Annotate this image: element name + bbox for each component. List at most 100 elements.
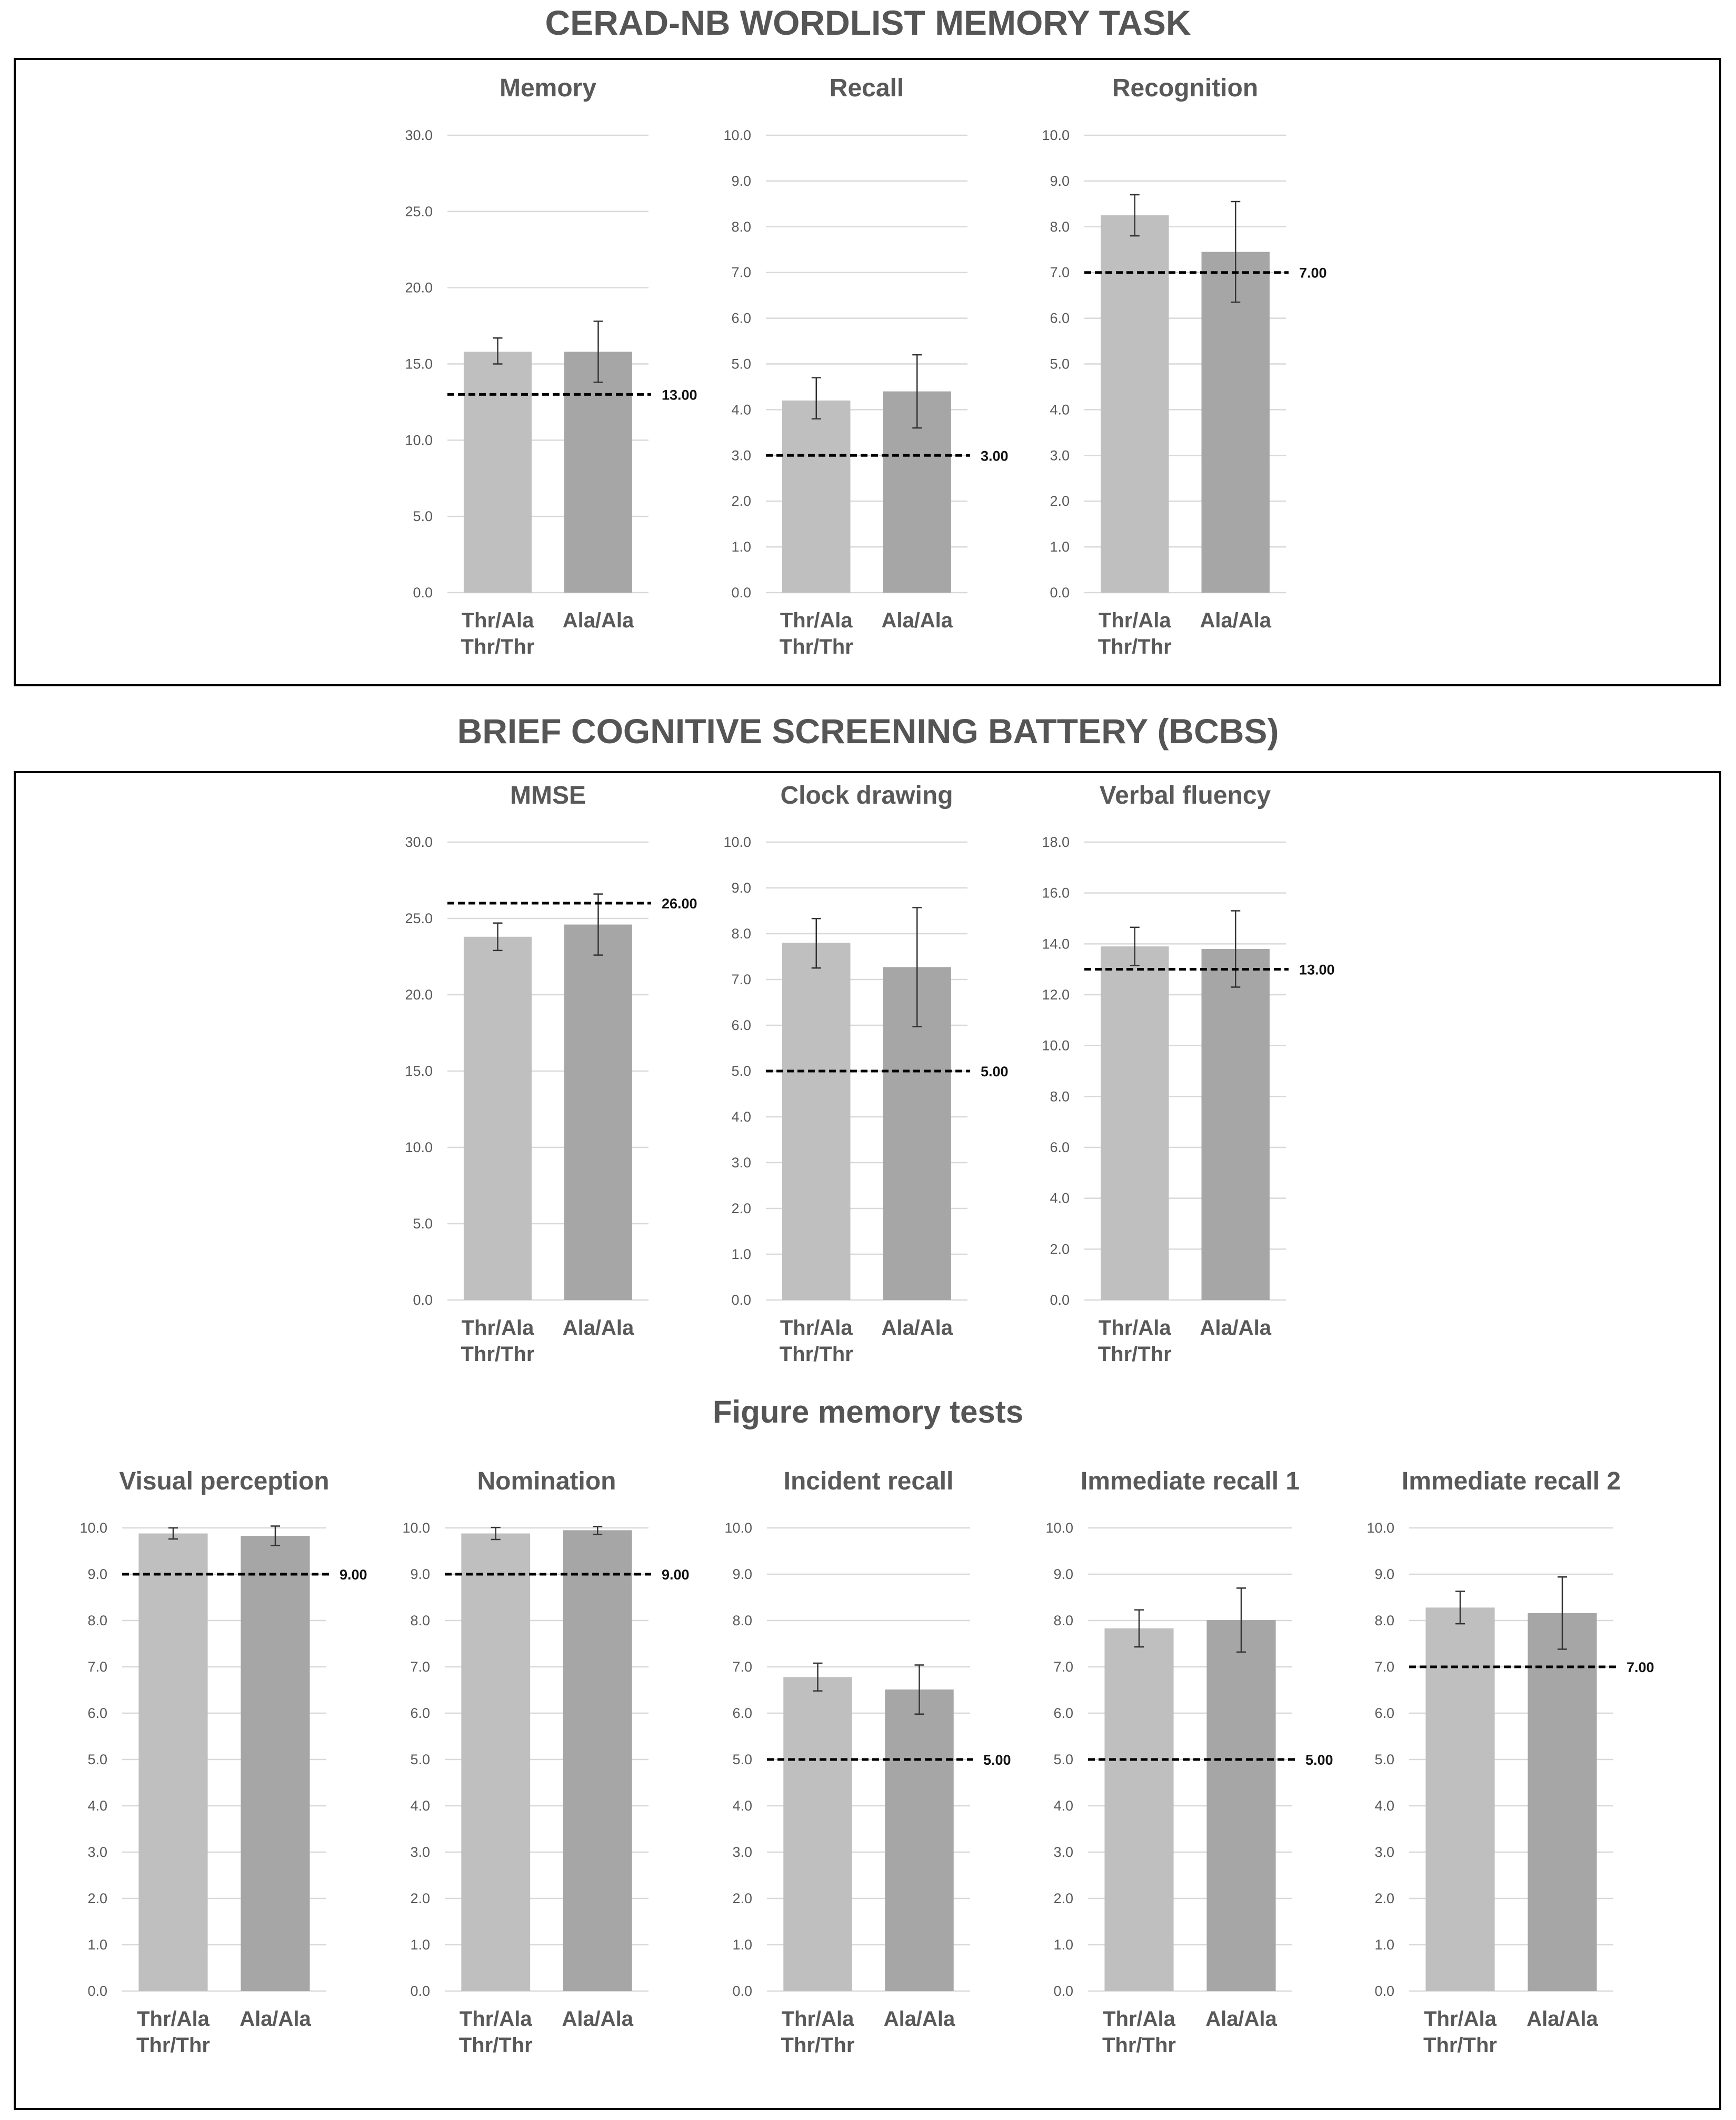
- y-tick-label: 0.0: [732, 1983, 752, 1999]
- y-tick-label: 6.0: [1374, 1705, 1394, 1721]
- y-tick-label: 4.0: [1053, 1798, 1073, 1814]
- y-tick-label: 8.0: [1050, 1088, 1070, 1104]
- y-tick-label: 3.0: [731, 1155, 751, 1171]
- y-tick-label: 9.0: [732, 1566, 752, 1582]
- y-tick-label: 8.0: [87, 1613, 107, 1628]
- chart-incident: Incident recall 0.0 1.0 2.0 3.0 4.0 5.0 6.0 7.0 8…: [724, 1467, 1011, 2057]
- x-category-label: Ala/Ala: [881, 609, 953, 632]
- bar-2: [1201, 252, 1270, 593]
- x-category-label: Thr/Thr: [780, 1343, 853, 1366]
- y-tick-label: 0.0: [1050, 1292, 1070, 1308]
- x-category-label: Ala/Ala: [240, 2007, 311, 2031]
- chart-mmse: MMSE 0.0 5.0 10.0 15.0 20.0 25.0 30.0 26.00 Thr/A…: [405, 782, 697, 1366]
- x-category-label: Ala/Ala: [563, 609, 634, 632]
- y-tick-label: 3.0: [1050, 447, 1070, 463]
- y-tick-label: 10.0: [724, 1520, 752, 1536]
- y-tick-label: 4.0: [1374, 1798, 1394, 1814]
- y-tick-label: 0.0: [1050, 585, 1070, 601]
- y-tick-label: 6.0: [1050, 1139, 1070, 1155]
- y-tick-label: 1.0: [1053, 1937, 1073, 1953]
- y-tick-label: 1.0: [87, 1937, 107, 1953]
- x-category-label: Ala/Ala: [1527, 2007, 1598, 2031]
- y-tick-label: 18.0: [1042, 834, 1070, 850]
- chart-visual: Visual perception 0.0 1.0 2.0 3.0 4.0 5.0 6.0 7.…: [79, 1467, 367, 2057]
- y-tick-label: 5.0: [413, 1216, 433, 1232]
- bar-1: [1101, 946, 1169, 1300]
- x-category-label: Ala/Ala: [562, 2007, 633, 2031]
- y-tick-label: 2.0: [731, 1201, 751, 1216]
- y-tick-label: 8.0: [1374, 1613, 1394, 1628]
- y-tick-label: 3.0: [732, 1844, 752, 1860]
- y-tick-label: 6.0: [731, 311, 751, 326]
- y-tick-label: 0.0: [1374, 1983, 1394, 1999]
- y-tick-label: 8.0: [731, 926, 751, 942]
- x-category-label: Thr/Thr: [1098, 635, 1172, 658]
- x-category-label: Thr/Ala: [137, 2007, 210, 2031]
- chart-immediate1: Immediate recall 1 0.0 1.0 2.0 3.0 4.0 5.0 6.0 7…: [1045, 1467, 1333, 2057]
- y-tick-label: 4.0: [732, 1798, 752, 1814]
- x-category-label: Thr/Thr: [1423, 2034, 1497, 2057]
- y-tick-label: 20.0: [405, 987, 433, 1003]
- y-tick-label: 6.0: [732, 1705, 752, 1721]
- threshold-label: 5.00: [1305, 1752, 1333, 1768]
- y-tick-label: 3.0: [731, 447, 751, 463]
- bar-1: [138, 1533, 208, 1991]
- y-tick-label: 3.0: [1374, 1844, 1394, 1860]
- y-tick-label: 15.0: [405, 1063, 433, 1079]
- y-tick-label: 6.0: [731, 1017, 751, 1033]
- bar-1: [782, 943, 851, 1300]
- chart-recognition: Recognition 0.0 1.0 2.0 3.0 4.0 5.0 6.0 7.0 8.0 9.…: [1042, 74, 1326, 658]
- y-tick-label: 9.0: [410, 1566, 430, 1582]
- threshold-label: 3.00: [981, 448, 1009, 464]
- x-category-label: Thr/Thr: [1102, 2034, 1176, 2057]
- x-category-label: Thr/Ala: [1103, 2007, 1176, 2031]
- x-category-label: Ala/Ala: [563, 1316, 634, 1339]
- y-tick-label: 0.0: [413, 585, 433, 601]
- y-tick-label: 4.0: [87, 1798, 107, 1814]
- y-tick-label: 2.0: [1374, 1891, 1394, 1906]
- cerad-section-title: CERAD-NB WORDLIST MEMORY TASK: [545, 3, 1191, 42]
- y-tick-label: 10.0: [1042, 1038, 1070, 1054]
- chart-title: Immediate recall 2: [1402, 1467, 1621, 1495]
- bar-1: [463, 936, 532, 1300]
- y-tick-label: 20.0: [405, 280, 433, 296]
- y-tick-label: 6.0: [410, 1705, 430, 1721]
- y-tick-label: 15.0: [405, 356, 433, 372]
- y-tick-label: 0.0: [87, 1983, 107, 1999]
- x-category-label: Thr/Ala: [782, 2007, 855, 2031]
- bar-2: [563, 1530, 632, 1991]
- y-tick-label: 0.0: [731, 1292, 751, 1308]
- bar-1: [463, 352, 532, 593]
- y-tick-label: 10.0: [405, 432, 433, 448]
- y-tick-label: 6.0: [1053, 1705, 1073, 1721]
- bar-1: [782, 401, 851, 593]
- chart-title: Immediate recall 1: [1081, 1467, 1300, 1495]
- y-tick-label: 2.0: [732, 1891, 752, 1906]
- y-tick-label: 3.0: [410, 1844, 430, 1860]
- x-category-label: Thr/Thr: [136, 2034, 210, 2057]
- x-category-label: Ala/Ala: [1205, 2007, 1277, 2031]
- bar-1: [461, 1533, 531, 1991]
- bar-2: [241, 1535, 310, 1991]
- y-tick-label: 1.0: [1374, 1937, 1394, 1953]
- x-category-label: Thr/Ala: [1424, 2007, 1497, 2031]
- y-tick-label: 9.0: [87, 1566, 107, 1582]
- y-tick-label: 1.0: [732, 1937, 752, 1953]
- y-tick-label: 9.0: [731, 173, 751, 189]
- y-tick-label: 8.0: [1050, 219, 1070, 235]
- threshold-label: 9.00: [340, 1567, 367, 1583]
- chart-title: Memory: [500, 74, 596, 102]
- y-tick-label: 25.0: [405, 911, 433, 926]
- bar-1: [783, 1677, 852, 1991]
- y-tick-label: 16.0: [1042, 885, 1070, 901]
- y-tick-label: 10.0: [405, 1139, 433, 1155]
- chart-nomination: Nomination 0.0 1.0 2.0 3.0 4.0 5.0 6.0 7.0 8.0 9.0…: [402, 1467, 689, 2057]
- x-category-label: Ala/Ala: [881, 1316, 953, 1339]
- bcbs-section-title: BRIEF COGNITIVE SCREENING BATTERY (BCBS): [457, 712, 1279, 751]
- chart-title: Nomination: [477, 1467, 616, 1495]
- y-tick-label: 7.0: [1374, 1659, 1394, 1675]
- y-tick-label: 1.0: [1050, 539, 1070, 555]
- y-tick-label: 7.0: [87, 1659, 107, 1675]
- chart-title: Incident recall: [784, 1467, 954, 1495]
- y-tick-label: 9.0: [1050, 173, 1070, 189]
